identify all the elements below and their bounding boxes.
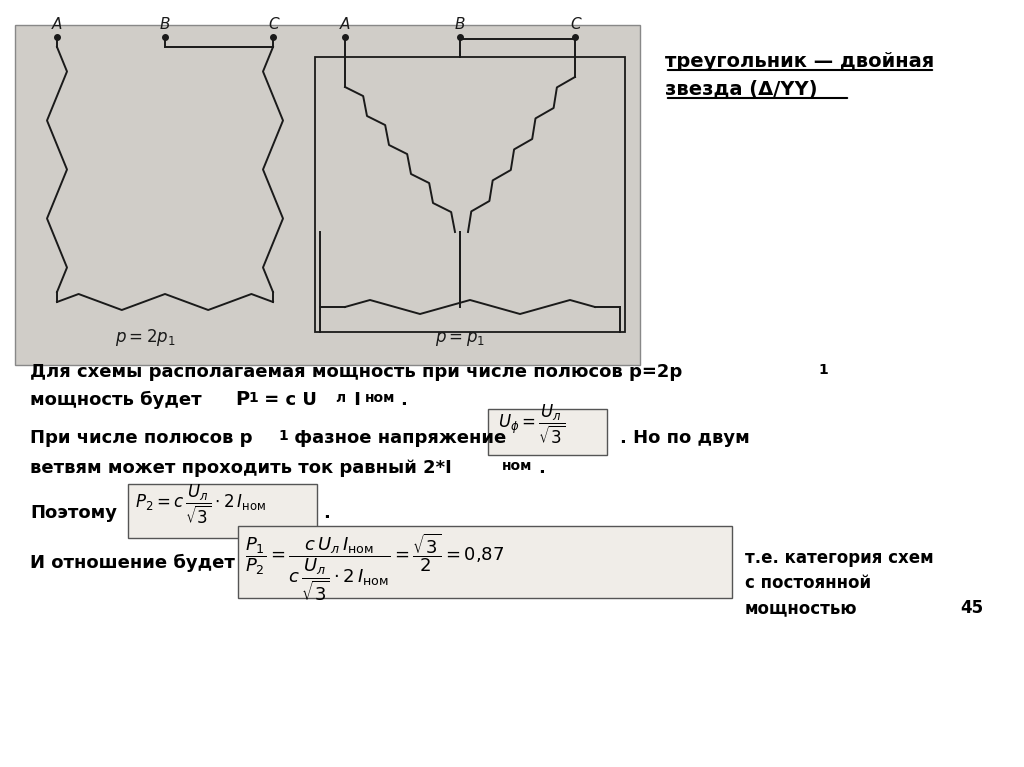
FancyBboxPatch shape xyxy=(15,25,640,365)
Text: . Но по двум: . Но по двум xyxy=(620,429,750,447)
Text: т.е. категория схем: т.е. категория схем xyxy=(745,549,934,567)
Text: B: B xyxy=(455,17,466,32)
FancyBboxPatch shape xyxy=(128,484,317,538)
FancyBboxPatch shape xyxy=(488,409,607,455)
Text: При числе полюсов р: При числе полюсов р xyxy=(30,429,253,447)
Text: ном: ном xyxy=(502,459,532,473)
Text: 1: 1 xyxy=(278,429,288,443)
Text: $P_2 = c\,\dfrac{U_л}{\sqrt{3}}\cdot 2\,I_{\text{ном}}$: $P_2 = c\,\dfrac{U_л}{\sqrt{3}}\cdot 2\,… xyxy=(135,482,266,525)
Text: 1: 1 xyxy=(818,363,827,377)
Text: .: . xyxy=(538,459,545,477)
Text: фазное напряжение: фазное напряжение xyxy=(288,429,506,447)
Text: Для схемы располагаемая мощность при числе полюсов р=2р: Для схемы располагаемая мощность при чис… xyxy=(30,363,682,381)
Text: И отношение будет: И отношение будет xyxy=(30,554,234,572)
Text: мощность будет: мощность будет xyxy=(30,391,208,409)
Text: Р: Р xyxy=(234,390,249,409)
Text: A: A xyxy=(52,17,62,32)
Text: 1: 1 xyxy=(248,391,258,405)
Text: ветвям может проходить ток равный 2*I: ветвям может проходить ток равный 2*I xyxy=(30,459,452,477)
Text: $\dfrac{P_1}{P_2} = \dfrac{c\,U_л\,I_{\text{ном}}}{c\,\dfrac{U_л}{\sqrt{3}}\cdot: $\dfrac{P_1}{P_2} = \dfrac{c\,U_л\,I_{\t… xyxy=(245,532,504,603)
Text: I: I xyxy=(348,391,360,409)
Text: $U_\phi = \dfrac{U_л}{\sqrt{3}}$: $U_\phi = \dfrac{U_л}{\sqrt{3}}$ xyxy=(498,403,565,446)
Text: Поэтому: Поэтому xyxy=(30,504,117,522)
Text: .: . xyxy=(323,504,330,522)
FancyBboxPatch shape xyxy=(238,526,732,598)
Text: треугольник — двойная: треугольник — двойная xyxy=(665,52,934,71)
Text: 45: 45 xyxy=(961,599,983,617)
Text: A: A xyxy=(340,17,350,32)
Text: л: л xyxy=(335,391,345,405)
Text: = с U: = с U xyxy=(258,391,316,409)
Text: C: C xyxy=(268,17,279,32)
Text: $p=2p_1$: $p=2p_1$ xyxy=(115,327,175,348)
Text: B: B xyxy=(160,17,171,32)
Text: .: . xyxy=(400,391,407,409)
Text: C: C xyxy=(570,17,581,32)
Text: $p=p_1$: $p=p_1$ xyxy=(435,330,485,348)
Text: звезда (Δ/YY): звезда (Δ/YY) xyxy=(665,80,817,99)
Text: ном: ном xyxy=(365,391,395,405)
Text: мощностью: мощностью xyxy=(745,599,857,617)
Text: с постоянной: с постоянной xyxy=(745,574,871,592)
